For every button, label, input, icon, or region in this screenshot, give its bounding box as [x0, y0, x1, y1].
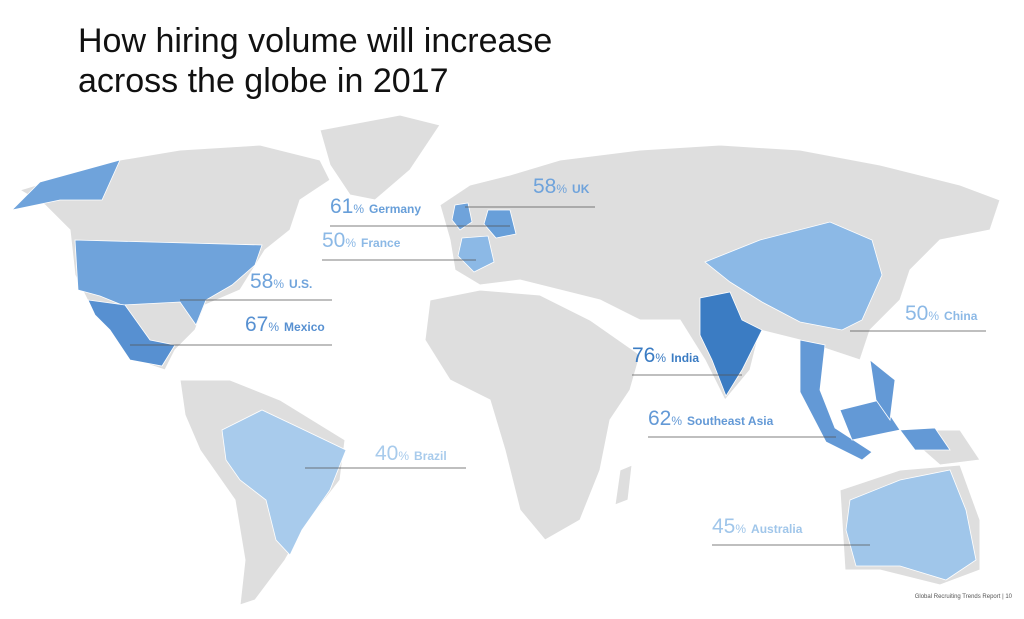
unit: % [268, 320, 279, 334]
region-value: 58 [533, 175, 556, 198]
region-name: UK [572, 182, 590, 196]
region-name: Southeast Asia [687, 414, 774, 428]
region-shape [74, 239, 263, 326]
unit: % [655, 351, 666, 365]
region-name: Brazil [414, 449, 447, 463]
madagascar [614, 464, 633, 506]
region-label: 50% France [322, 229, 401, 252]
region-label: 76% India [632, 344, 699, 367]
unit: % [345, 236, 356, 250]
region-label: 67% Mexico [245, 313, 325, 336]
unit: % [928, 309, 939, 323]
region-value: 76 [632, 344, 655, 367]
region-value: 61 [330, 195, 353, 218]
region-name: France [361, 236, 401, 250]
region-name: Germany [369, 202, 421, 216]
unit: % [273, 277, 284, 291]
unit: % [671, 414, 682, 428]
region-shape [10, 159, 121, 211]
region-label: 50% China [905, 302, 978, 325]
title-line: across the globe in 2017 [78, 62, 448, 100]
unit: % [398, 449, 409, 463]
region-shape [799, 339, 873, 461]
region-value: 40 [375, 442, 398, 465]
region-value: 58 [250, 270, 273, 293]
region-shape [899, 427, 951, 451]
region-shape [845, 469, 977, 581]
africa [424, 289, 641, 541]
region-shape [699, 291, 763, 397]
footer: Global Recruiting Trends Report | 10 [915, 594, 1013, 600]
region-shape [704, 221, 883, 331]
unit: % [556, 182, 567, 196]
region-value: 67 [245, 313, 268, 336]
region-value: 50 [322, 229, 345, 252]
region-shape [221, 409, 347, 556]
region-label: 61% Germany [330, 195, 421, 218]
region-label: 58% UK [533, 175, 590, 198]
region-shape [457, 235, 495, 273]
region-shape [483, 209, 517, 239]
region-label: 45% Australia [712, 515, 803, 538]
region-name: India [671, 351, 699, 365]
region-value: 50 [905, 302, 928, 325]
title-line: How hiring volume will increase [78, 22, 552, 60]
region-value: 62 [648, 407, 671, 430]
unit: % [735, 522, 746, 536]
region-label: 40% Brazil [375, 442, 447, 465]
region-name: U.S. [289, 277, 312, 291]
region-name: China [944, 309, 978, 323]
region-name: Australia [751, 522, 803, 536]
region-label: 58% U.S. [250, 270, 312, 293]
region-label: 62% Southeast Asia [648, 407, 774, 430]
region-shape [87, 299, 176, 367]
region-shape [869, 359, 896, 422]
region-name: Mexico [284, 320, 325, 334]
region-value: 45 [712, 515, 735, 538]
regions: 58% UK 61% Germany 50% France 58% U.S. 67% Mexico… [10, 159, 986, 581]
unit: % [353, 202, 364, 216]
greenland [319, 114, 441, 201]
